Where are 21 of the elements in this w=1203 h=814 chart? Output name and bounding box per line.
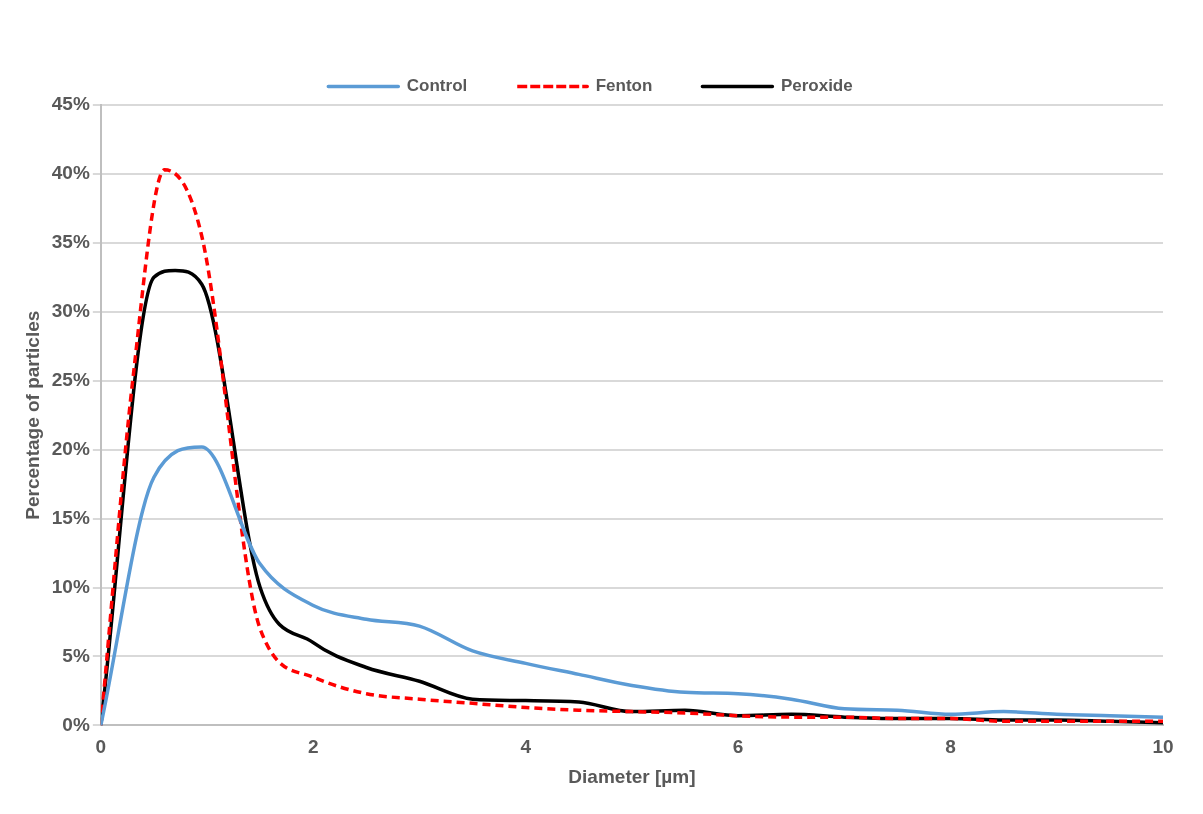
y-tick-label: 10% (51, 575, 90, 597)
y-tick-label: 25% (51, 368, 90, 390)
x-tick-label: 10 (1152, 736, 1174, 758)
x-tick-label: 6 (732, 736, 744, 758)
y-tick-label: 40% (51, 162, 90, 184)
y-tick-label: 35% (51, 231, 90, 253)
y-tick-label: 45% (51, 93, 90, 115)
legend-label: Fenton (595, 76, 653, 96)
y-tick-label: 30% (51, 300, 90, 322)
legend-label: Peroxide (780, 76, 853, 96)
legend-label: Control (406, 76, 468, 96)
y-tick-label: 15% (51, 506, 90, 528)
x-tick-label: 8 (945, 736, 956, 758)
y-tick-label: 0% (62, 713, 90, 735)
y-tick-label: 20% (51, 437, 90, 459)
x-tick-label: 4 (520, 736, 532, 758)
y-axis-title: Percentage of particles (21, 310, 43, 520)
x-tick-label: 2 (307, 736, 319, 758)
x-axis-title: Diameter [µm] (568, 765, 696, 787)
x-tick-label: 0 (95, 736, 107, 758)
y-tick-label: 5% (62, 644, 90, 666)
